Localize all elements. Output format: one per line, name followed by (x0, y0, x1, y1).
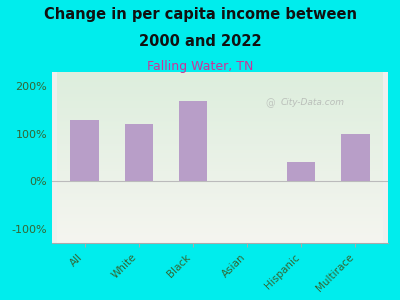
Bar (70, 119, 99, 181)
Text: City-Data.com: City-Data.com (280, 98, 344, 107)
Text: Change in per capita income between: Change in per capita income between (44, 8, 356, 22)
Bar (125, 124, 153, 181)
Text: 2000 and 2022: 2000 and 2022 (139, 34, 261, 50)
Bar (341, 134, 370, 181)
Bar (179, 100, 207, 181)
Bar (287, 162, 315, 181)
Text: Falling Water, TN: Falling Water, TN (147, 60, 253, 73)
Text: @: @ (265, 98, 275, 108)
